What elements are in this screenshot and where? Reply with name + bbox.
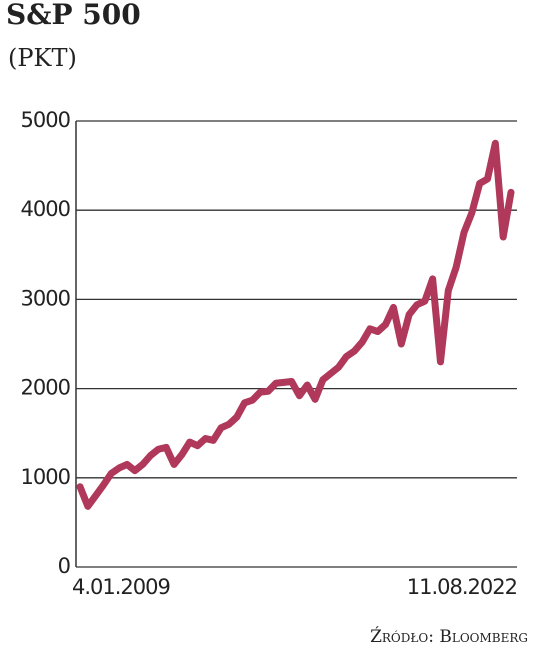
y-tick-label: 3000	[21, 286, 70, 310]
chart-title: S&P 500	[6, 0, 141, 31]
x-tick-label: 11.08.2022	[407, 575, 517, 599]
x-tick-label: 4.01.2009	[72, 575, 170, 599]
source: Źródło: Bloomberg	[370, 626, 528, 647]
y-tick-label: 1000	[21, 465, 70, 489]
y-tick-label: 5000	[21, 108, 70, 132]
y-tick-label: 4000	[21, 197, 70, 221]
y-tick-label: 2000	[21, 376, 70, 400]
chart-subtitle: (PKT)	[8, 44, 77, 72]
line	[76, 139, 515, 510]
y-tick-label: 0	[58, 554, 70, 578]
